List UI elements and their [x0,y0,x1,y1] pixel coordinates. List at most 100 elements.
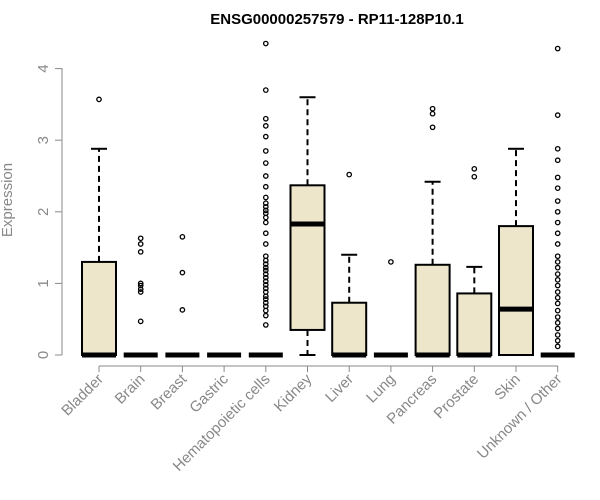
outlier-point [471,165,478,172]
outlier-point [137,289,144,295]
outlier-point [554,185,561,192]
box-group [456,165,493,358]
outlier-point [262,253,269,260]
outlier-point [262,115,269,122]
y-tick-label: 2 [35,208,52,216]
y-tick-label: 4 [35,64,52,72]
outlier-point [179,234,186,240]
outlier-point [137,249,144,255]
outlier-point [179,307,186,313]
x-tick-label: Breast [148,370,191,413]
outlier-point [554,332,561,338]
outlier-point [262,241,269,247]
x-tick-label: Prostate [431,371,483,423]
x-tick-label: Brain [112,371,149,408]
outlier-point [262,285,269,292]
outlier-point [262,210,269,217]
outlier-point [262,200,269,207]
y-tick-label: 0 [35,351,52,359]
outlier-point [262,183,269,190]
outlier-point [262,278,269,285]
outlier-point [262,289,269,295]
outlier-point [471,173,478,180]
box-group [498,147,534,356]
outlier-point [96,96,102,103]
outlier-point [262,303,269,310]
outlier-point [262,173,269,179]
outlier-point [554,276,561,283]
outlier-point [262,148,269,154]
outlier-point [554,259,561,265]
outlier-point [388,259,394,265]
outlier-point [554,230,561,237]
outlier-point [554,325,561,332]
outlier-point [554,145,561,152]
box-group [540,45,575,358]
outlier-point [554,198,561,204]
outlier-point [429,124,436,131]
outlier-point [554,289,561,295]
outlier-point [262,274,269,281]
outlier-point [554,319,561,326]
outlier-point [262,322,269,328]
y-axis-label: Expression [0,163,16,237]
outlier-point [137,280,144,287]
outlier-point [554,174,561,181]
outlier-point [554,112,561,118]
outlier-point [346,171,353,178]
y-tick-label: 1 [35,279,52,287]
outlier-point [137,235,144,242]
box-rect [289,184,326,331]
outlier-point [262,219,269,226]
outlier-point [137,241,144,247]
outlier-point [262,230,269,237]
outlier-point [554,337,561,344]
x-tick-label: Liver [322,371,357,406]
x-tick-label: Kidney [271,370,316,415]
outlier-point [262,271,269,277]
outlier-point [262,281,269,288]
outlier-point [262,207,269,214]
box-rect [456,292,493,357]
x-tick-label: Skin [491,371,524,404]
outlier-point [137,282,144,289]
x-tick-label: Lung [363,371,399,407]
outlier-point [262,87,269,93]
box-rect [81,260,117,357]
outlier-point [262,296,269,303]
box-rect [414,263,451,356]
box-group [123,235,158,358]
chart-title: ENSG00000257579 - RP11-128P10.1 [210,11,464,28]
outlier-point [137,318,144,325]
box-rect [331,301,368,356]
box-group [248,40,283,358]
outlier-point [554,300,561,307]
outlier-point [262,267,269,274]
outlier-point [554,282,561,289]
outlier-point [554,271,561,277]
box-group [81,96,117,358]
outlier-point [554,343,561,350]
outlier-point [262,123,269,129]
outlier-point [554,253,561,260]
outlier-point [554,208,561,215]
y-tick-label: 3 [35,136,52,144]
boxes [81,40,575,358]
outlier-point [262,194,269,201]
outlier-point [137,286,144,292]
outlier-point [554,314,561,320]
outlier-point [554,307,561,314]
outlier-point [262,160,269,166]
outlier-point [429,110,436,117]
box-rect [498,225,534,356]
outlier-point [429,105,436,112]
box-group [414,105,451,358]
outlier-point [179,269,186,276]
outlier-point [262,264,269,271]
box-group [373,259,408,358]
y-ticks: 0 1 2 3 4 [35,64,62,359]
outlier-point [262,261,269,267]
box-group [331,171,368,358]
